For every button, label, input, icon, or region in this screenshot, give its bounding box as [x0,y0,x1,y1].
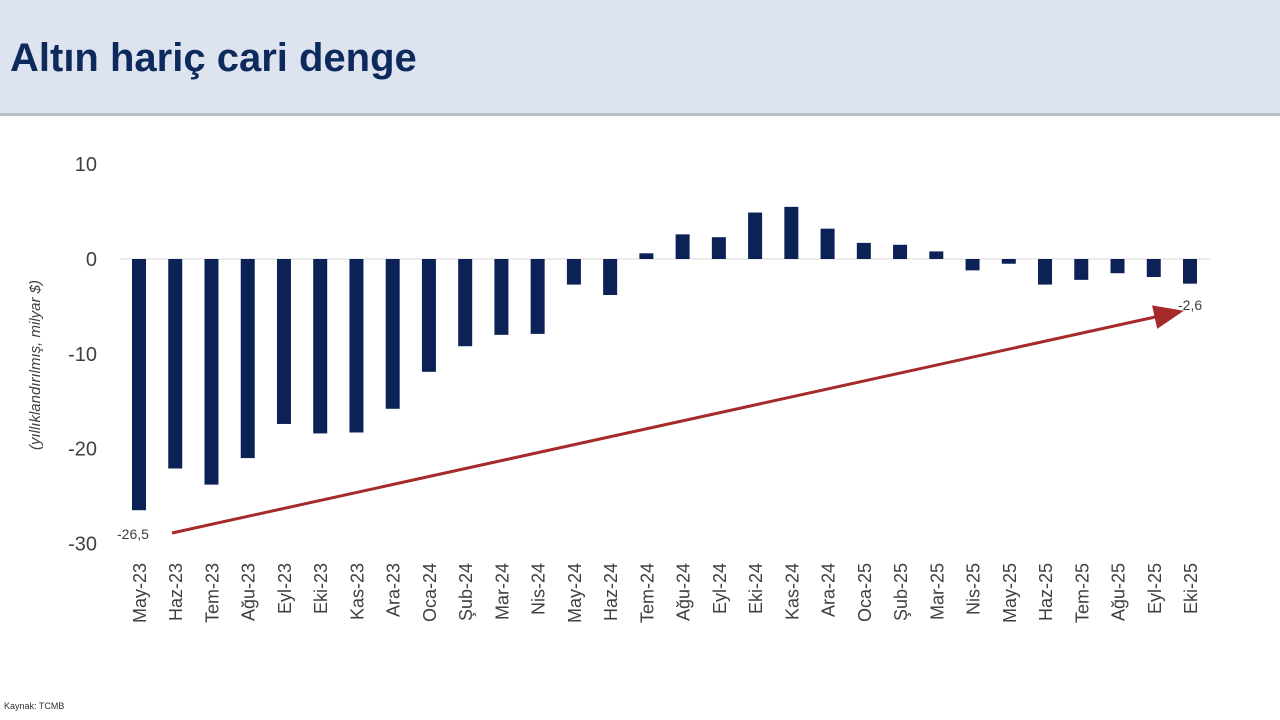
x-tick-label: Ağu-23 [239,563,259,621]
x-tick-label: Şub-24 [456,563,476,621]
bar-Eyl-25 [1146,259,1161,278]
x-tick-label: May-24 [565,563,585,623]
x-tick-label: Nis-25 [964,563,984,615]
bar-Eki-24 [748,212,763,259]
x-tick-label: Nis-24 [529,563,549,615]
x-tick-label: Tem-25 [1072,563,1092,623]
x-tick-label: May-23 [130,563,150,623]
bar-Şub-25 [893,244,908,259]
bar-May-24 [566,259,581,285]
x-tick-label: Eyl-23 [275,563,295,614]
bar-Ara-24 [820,228,835,259]
bar-Kas-24 [784,206,799,259]
y-tick-label: -30 [68,533,97,555]
bar-Tem-25 [1074,259,1089,280]
bar-Mar-25 [929,251,944,259]
bar-Nis-24 [530,259,545,334]
y-tick-label: -20 [68,439,97,461]
x-tick-label: Kas-24 [782,563,802,620]
trend-arrow [171,305,1184,535]
x-tick-label: Eki-23 [311,563,331,614]
x-tick-label: Tem-24 [637,563,657,623]
bar-Haz-25 [1038,259,1053,285]
bar-Ara-23 [385,259,400,409]
source-note: Kaynak: TCMB [4,701,65,711]
x-tick-label: Ağu-25 [1109,563,1129,621]
bar-Nis-25 [965,259,980,271]
y-tick-label: -10 [68,344,97,366]
bar-Eyl-23 [276,259,291,424]
bar-Oca-25 [856,242,871,259]
bar-Ağu-24 [675,234,690,259]
x-tick-label: Ara-24 [819,563,839,617]
bar-Tem-24 [639,253,654,259]
bar-Şub-24 [458,259,473,347]
x-tick-label: Tem-23 [202,563,222,623]
y-tick-label: 10 [75,154,97,176]
x-tick-label: Haz-25 [1036,563,1056,621]
bar-Ağu-25 [1110,259,1125,274]
x-tick-label: Eyl-24 [710,563,730,614]
bar-Eyl-24 [711,237,726,259]
x-tick-label: Eki-25 [1181,563,1201,614]
x-tick-label: May-25 [1000,563,1020,623]
x-tick-label: Ağu-24 [674,563,694,621]
bar-Oca-24 [421,259,436,372]
x-tick-label: Mar-24 [492,563,512,620]
x-tick-label: Eyl-25 [1145,563,1165,614]
y-tick-label: 0 [86,249,97,271]
bar-Eki-23 [313,259,328,434]
bar-Ağu-23 [240,259,255,459]
x-tick-label: Eki-24 [746,563,766,614]
header-band: Altın hariç cari denge [0,0,1280,116]
bar-May-23 [132,259,146,511]
x-tick-label: Haz-23 [166,563,186,621]
x-tick-label: Ara-23 [384,563,404,617]
bar-Haz-23 [168,259,183,469]
page-title: Altın hariç cari denge [10,36,417,80]
x-tick-label: Haz-24 [601,563,621,621]
data-label: -2,6 [1178,297,1202,313]
bar-Eki-25 [1183,259,1197,284]
x-tick-label: Kas-23 [347,563,367,620]
bar-Tem-23 [204,259,219,485]
bar-May-25 [1001,259,1016,264]
data-label: -26,5 [117,526,149,542]
x-tick-label: Mar-25 [927,563,947,620]
x-tick-label: Oca-24 [420,563,440,622]
bar-Kas-23 [349,259,364,433]
y-axis-label: (yıllıklandırılmış, milyar $) [27,280,44,450]
bar-Haz-24 [603,259,618,296]
bar-Mar-24 [494,259,509,335]
x-tick-label: Oca-25 [855,563,875,622]
x-tick-label: Şub-25 [891,563,911,621]
